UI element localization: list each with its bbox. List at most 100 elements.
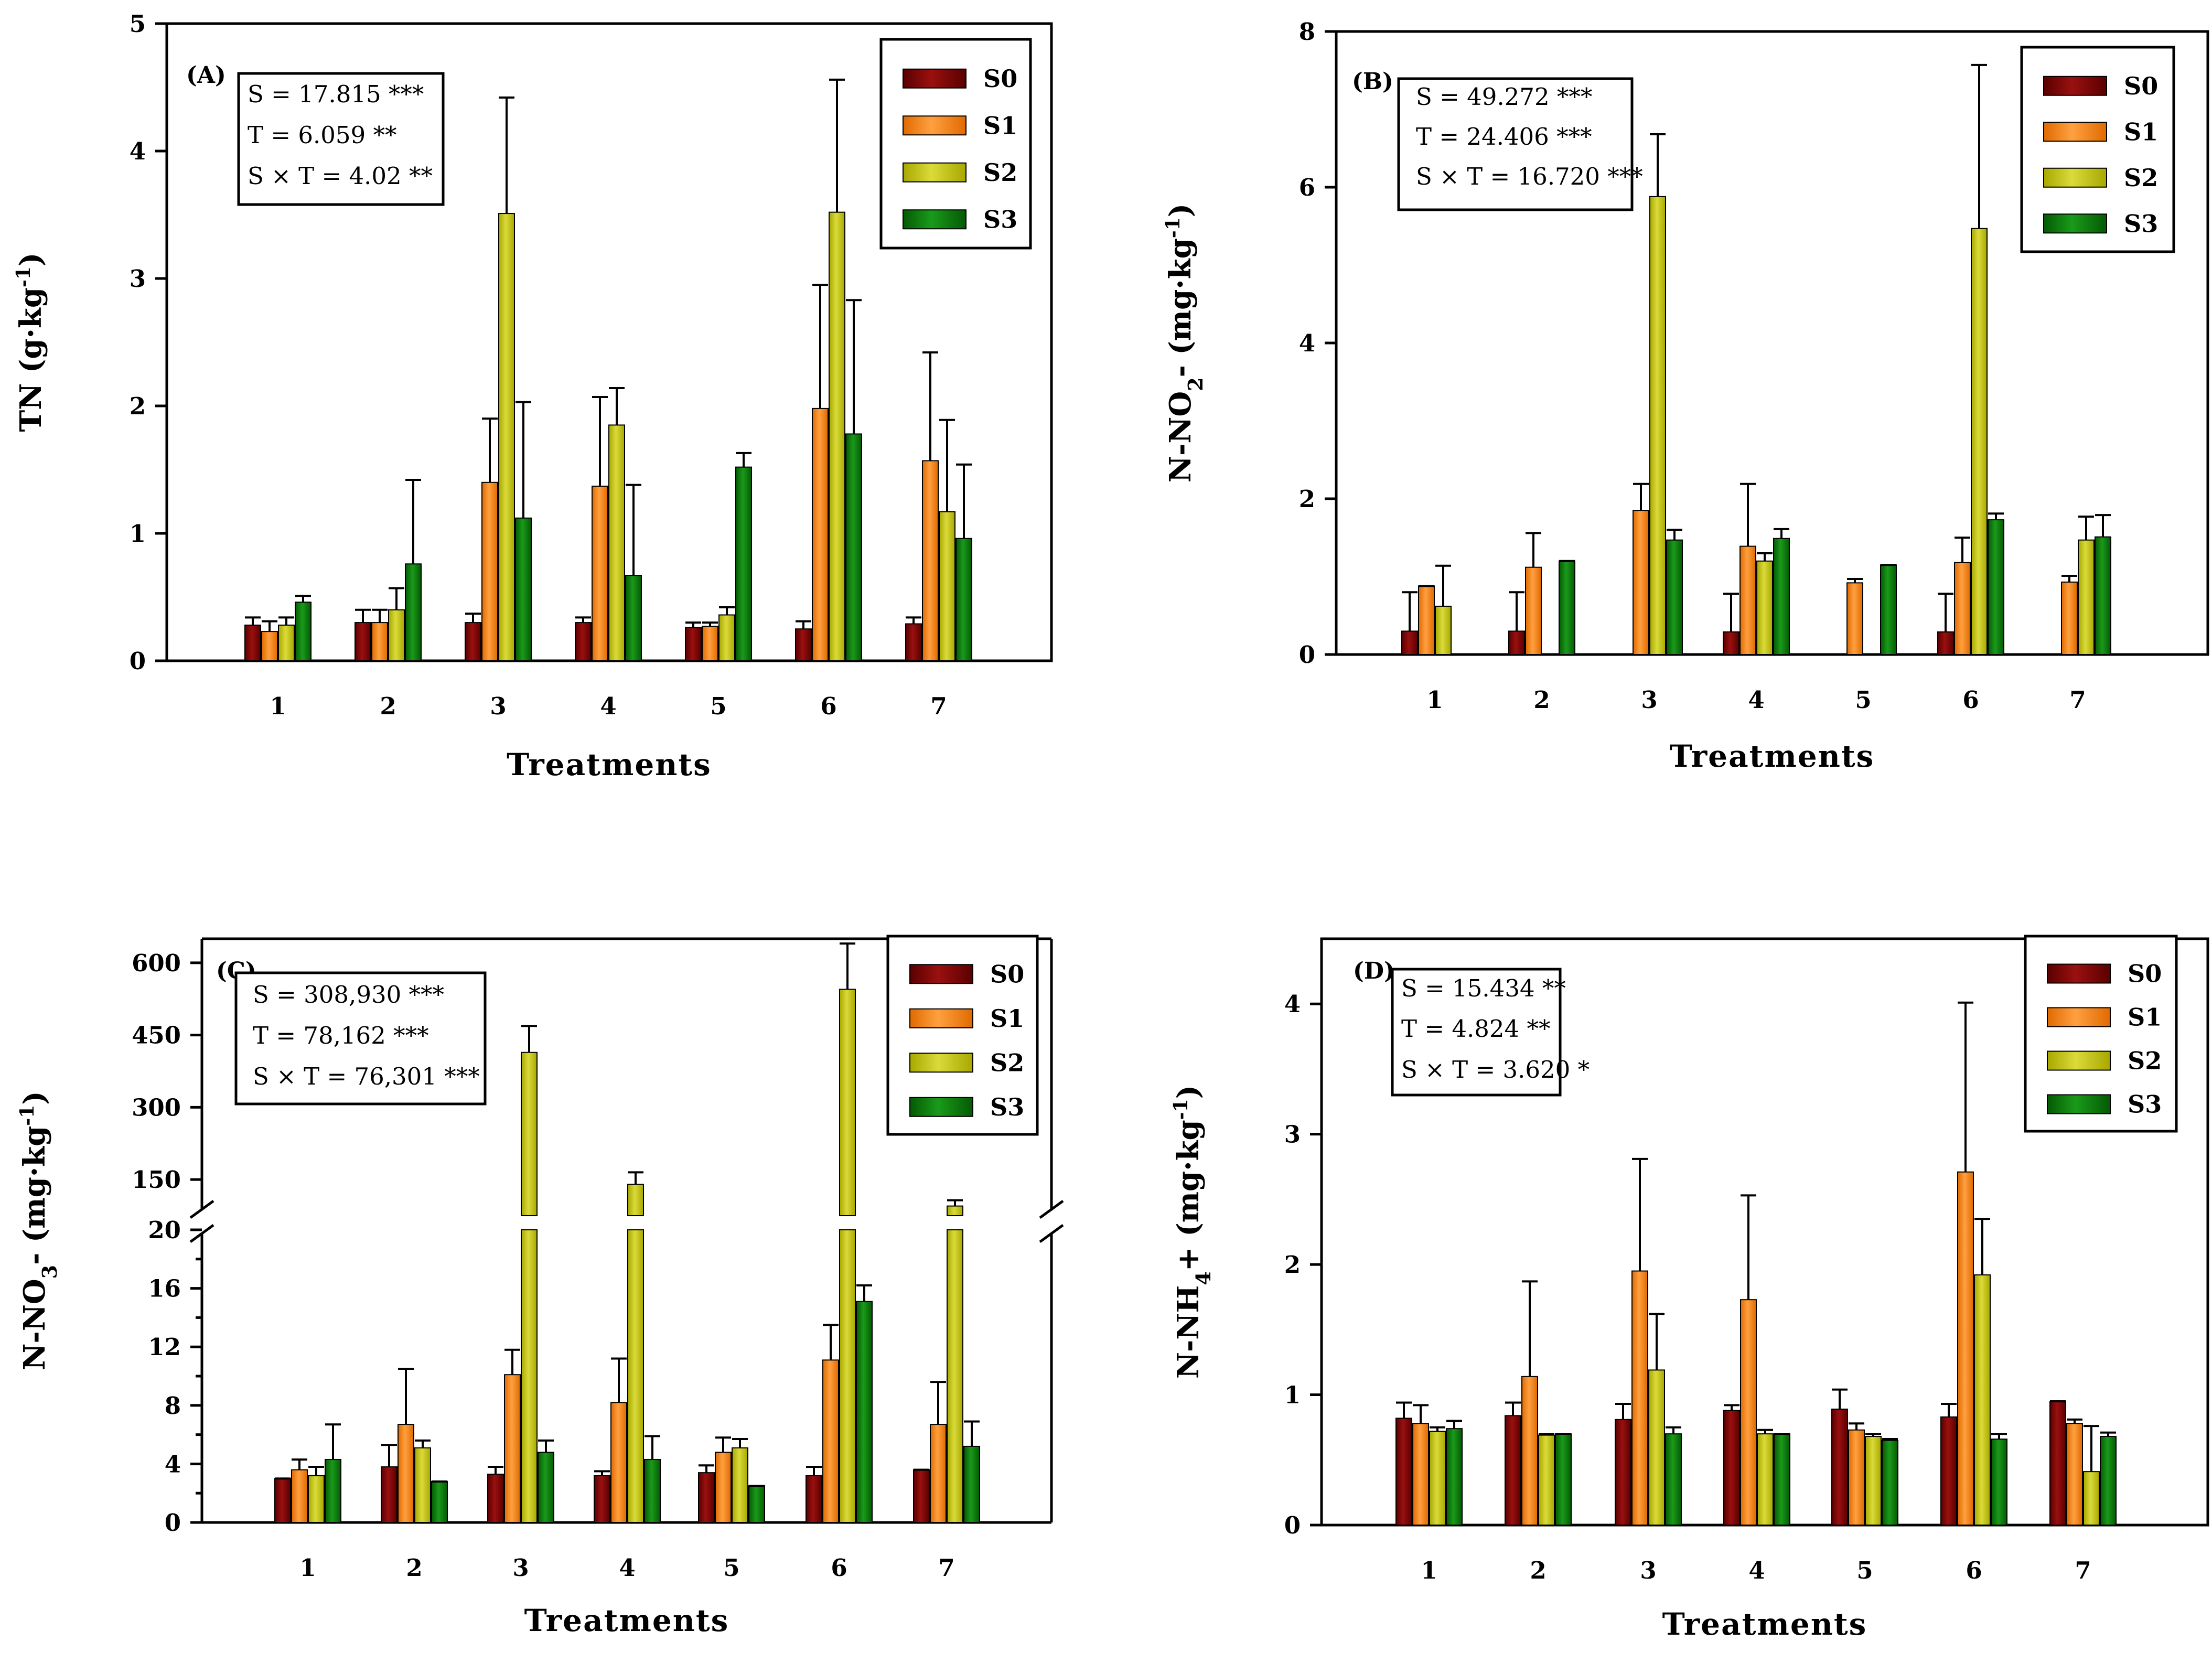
bar-s3-treatment-2 xyxy=(431,1480,448,1523)
bar-s0-treatment-4 xyxy=(1723,631,1739,656)
bar-s0-treatment-2 xyxy=(1505,1415,1521,1526)
y-tick-label: 300 xyxy=(132,1093,181,1121)
bar-s2-treatment-7 xyxy=(2078,539,2095,655)
bar-s0-treatment-3 xyxy=(1615,1419,1631,1526)
bar-s3-treatment-6 xyxy=(1988,519,2004,655)
y-tick-label: 8 xyxy=(165,1392,181,1420)
bar-s2-treatment-3-lower xyxy=(521,1229,538,1523)
bar-s3-treatment-7 xyxy=(2100,1436,2117,1526)
bar-s2-treatment-7 xyxy=(939,511,955,661)
y-tick-label: 4 xyxy=(130,137,146,165)
y-tick-label: 4 xyxy=(1299,329,1315,357)
bar-s2-treatment-4 xyxy=(1757,1433,1774,1526)
legend-swatch-s2 xyxy=(903,162,967,183)
x-tick-label: 7 xyxy=(938,1554,954,1582)
bar-s0-treatment-7 xyxy=(913,1469,930,1523)
bar-s1-treatment-5 xyxy=(1848,1429,1865,1526)
bar-s0-treatment-1 xyxy=(244,624,261,661)
x-tick-label: 3 xyxy=(1641,686,1657,714)
x-tick-label: 1 xyxy=(270,692,286,720)
stats-line: T = 4.824 ** xyxy=(1401,1015,1550,1043)
bar-s3-treatment-6 xyxy=(856,1301,873,1523)
bar-s2-treatment-7 xyxy=(2083,1471,2100,1526)
bar-s1-treatment-6 xyxy=(1954,562,1971,656)
y-tick-label: 12 xyxy=(148,1333,181,1361)
bar-s0-treatment-4 xyxy=(1723,1410,1740,1526)
bar-s1-treatment-7 xyxy=(930,1424,947,1523)
legend-label-s0: S0 xyxy=(2124,72,2158,100)
x-tick-label: 3 xyxy=(512,1554,529,1582)
chart-panel-2: 0 2 4 6 8 1 2 3 4 5 6 7 (B) S = 49.272 *** T = 24.406 … xyxy=(1162,18,2209,774)
bar-s3-treatment-1 xyxy=(325,1459,341,1523)
bar-s1-treatment-4 xyxy=(610,1402,627,1523)
legend-label-s1: S1 xyxy=(2128,1003,2162,1032)
panel-label: (A) xyxy=(186,62,226,89)
bar-s3-treatment-2 xyxy=(1559,560,1575,656)
legend-label-s2: S2 xyxy=(990,1048,1024,1077)
x-tick-label: 2 xyxy=(406,1554,422,1582)
bar-s2-treatment-5 xyxy=(1865,1436,1882,1526)
bar-s2-treatment-1 xyxy=(308,1475,325,1523)
bar-s3-treatment-2 xyxy=(405,563,422,661)
legend-label-s2: S2 xyxy=(2128,1047,2162,1075)
stats-line: T = 24.406 *** xyxy=(1416,123,1592,151)
y-tick-label: 2 xyxy=(1284,1251,1301,1279)
legend-label-s3: S3 xyxy=(983,205,1017,233)
x-tick-label: 6 xyxy=(831,1554,847,1582)
legend-swatch-s0 xyxy=(2047,963,2111,984)
x-tick-label: 5 xyxy=(1856,1557,1873,1584)
y-tick-label: 2 xyxy=(130,392,146,420)
bar-s2-treatment-2 xyxy=(1538,1434,1555,1526)
bar-s1-treatment-6 xyxy=(822,1359,839,1523)
bar-s1-treatment-3 xyxy=(1633,510,1649,656)
bar-s3-treatment-4 xyxy=(1773,538,1790,655)
axis-break-mark xyxy=(189,1224,214,1243)
y-tick-label: 5 xyxy=(130,10,146,38)
y-tick-label: 450 xyxy=(132,1022,181,1049)
y-tick-label: 0 xyxy=(1284,1511,1301,1539)
bar-s0-treatment-6 xyxy=(795,628,812,661)
x-axis-label: Treatments xyxy=(1662,1606,1867,1642)
bar-s3-treatment-1 xyxy=(1446,1428,1463,1526)
bar-s0-treatment-7 xyxy=(905,623,922,662)
stats-line: S = 17.815 *** xyxy=(248,80,424,108)
bar-s1-treatment-7 xyxy=(922,460,939,661)
bar-s1-treatment-5 xyxy=(1846,582,1863,655)
y-tick-label: 0 xyxy=(165,1509,181,1537)
legend-label-s0: S0 xyxy=(983,65,1017,93)
x-tick-label: 4 xyxy=(1748,1557,1765,1584)
y-axis-label: N-NO3- (mg·kg-1) xyxy=(16,1091,61,1370)
y-axis-label: N-NO2- (mg·kg-1) xyxy=(1162,203,1207,482)
bar-s2-treatment-3 xyxy=(1648,1369,1665,1526)
stats-line: S = 49.272 *** xyxy=(1416,83,1592,111)
x-tick-label: 4 xyxy=(1748,686,1764,714)
stats-box xyxy=(1391,968,1562,1097)
bar-s1-treatment-1 xyxy=(1418,585,1435,655)
bar-s3-treatment-4 xyxy=(644,1459,661,1523)
legend-swatch-s3 xyxy=(2047,1094,2111,1114)
bar-s0-treatment-2 xyxy=(381,1466,398,1523)
y-tick-label: 2 xyxy=(1299,485,1315,513)
bar-s2-treatment-1 xyxy=(1429,1431,1446,1526)
stats-box xyxy=(1397,77,1634,211)
y-axis-label: TN (g·kg-1) xyxy=(13,253,48,432)
bar-s0-treatment-3 xyxy=(487,1473,504,1523)
bar-s0-treatment-7 xyxy=(2049,1400,2066,1526)
chart-panel-4: 0 1 2 3 4 1 2 3 4 5 6 7 (D)S = 15.434 ** T = 4.824 **… xyxy=(1170,935,2209,1642)
bar-s1-treatment-4 xyxy=(1740,1299,1757,1526)
bar-s3-treatment-4 xyxy=(625,575,642,661)
x-tick-label: 3 xyxy=(1640,1557,1656,1584)
bar-s0-treatment-4 xyxy=(575,622,592,661)
bar-s0-treatment-6 xyxy=(806,1475,822,1523)
legend-swatch-s0 xyxy=(909,964,973,984)
panel-label: (D) xyxy=(1353,958,1395,984)
legend-swatch-s2 xyxy=(2047,1050,2111,1071)
y-tick-label: 4 xyxy=(165,1450,181,1478)
bar-s1-treatment-3 xyxy=(1631,1270,1648,1526)
axis-break-mark xyxy=(189,1199,214,1219)
bar-s0-treatment-3 xyxy=(465,622,481,661)
x-tick-label: 1 xyxy=(1426,686,1443,714)
bar-s3-treatment-3 xyxy=(1666,539,1683,655)
bar-s2-treatment-2 xyxy=(388,609,405,662)
legend-swatch-s3 xyxy=(903,209,967,230)
